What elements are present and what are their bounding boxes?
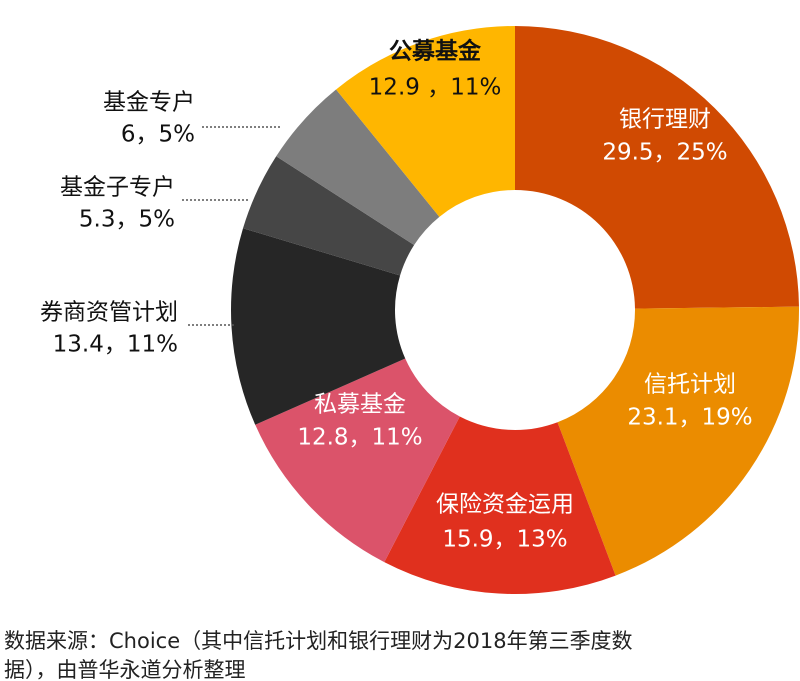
source-line: 据），由普华永道分析整理 — [4, 658, 246, 681]
slice-label: 公募基金 — [389, 38, 482, 65]
slice-value-label: 6，5% — [121, 122, 195, 148]
chart: 银行理财 29.5，25% 信托计划 23.1，19% 保险资金运用 15.9，13% 私募… — [40, 25, 799, 594]
slice-value-label: 23.1，19% — [627, 405, 752, 431]
slice-value-label: 12.9 ，11% — [369, 75, 502, 101]
donut-slice — [276, 89, 440, 246]
slice-label: 券商资管计划 — [40, 300, 178, 326]
slice-label: 基金专户 — [103, 90, 195, 116]
slice-label: 信托计划 — [644, 372, 736, 398]
slice-value-label: 29.5，25% — [602, 140, 727, 166]
slice-label: 银行理财 — [619, 107, 711, 133]
source-line: 数据来源：Choice（其中信托计划和银行理财为2018年第三季度数 — [4, 629, 633, 653]
donut-slice — [230, 228, 406, 425]
slice-label: 保险资金运用 — [436, 492, 574, 518]
slice-value-label: 12.8，11% — [297, 425, 422, 451]
donut-slice — [243, 156, 415, 276]
slice-value-label: 5.3，5% — [79, 207, 175, 233]
donut-slice — [515, 26, 799, 309]
slice-label: 私募基金 — [314, 392, 406, 418]
donut-slice — [384, 416, 616, 594]
donut-slice — [336, 25, 515, 217]
donut-slice — [255, 358, 460, 563]
donut-slice — [557, 306, 799, 576]
slice-label: 基金子专户 — [60, 175, 175, 201]
slice-value-label: 13.4，11% — [53, 332, 178, 358]
slice-value-label: 15.9，13% — [442, 527, 567, 553]
